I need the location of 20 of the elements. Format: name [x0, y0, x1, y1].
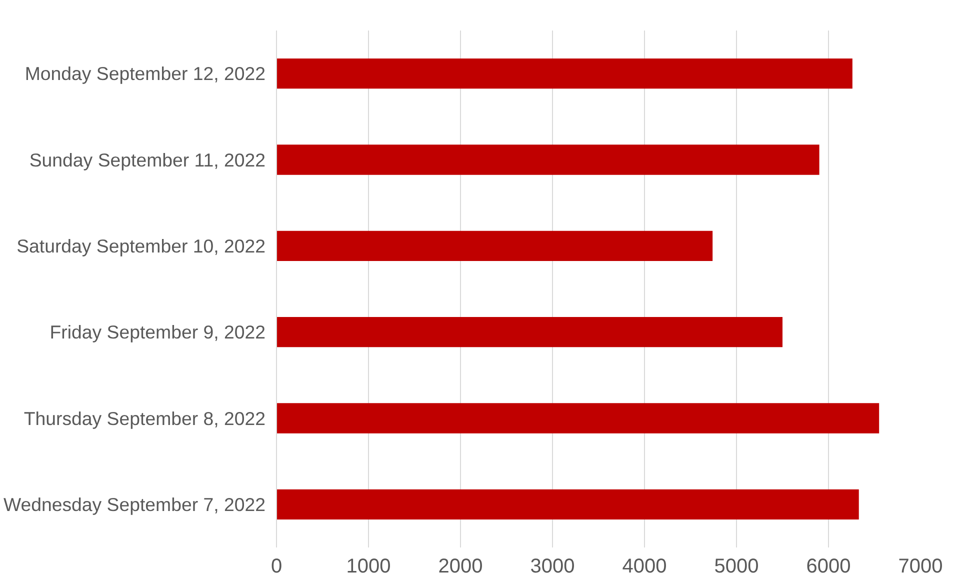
bar [276, 230, 713, 261]
y-tick-label: Monday September 12, 2022 [24, 63, 266, 84]
y-tick-label: Friday September 9, 2022 [50, 322, 266, 343]
x-tick-label: 5000 [714, 556, 759, 578]
bar [276, 317, 782, 348]
y-tick-label: Thursday September 8, 2022 [24, 408, 266, 429]
y-tick-label: Saturday September 10, 2022 [16, 235, 266, 256]
x-tick-label: 0 [270, 556, 282, 578]
bar [276, 403, 880, 434]
x-tick-label: 4000 [622, 556, 667, 578]
y-tick-label: Sunday September 11, 2022 [29, 149, 266, 170]
x-tick-label: 3000 [530, 556, 575, 578]
x-tick-label: 2000 [438, 556, 483, 578]
bar [276, 58, 852, 89]
y-tick-label: Wednesday September 7, 2022 [3, 494, 266, 515]
bar [276, 144, 820, 175]
bar [276, 489, 859, 520]
x-tick-label: 6000 [806, 556, 851, 578]
x-tick-label: 1000 [346, 556, 391, 578]
x-tick-label: 7000 [898, 556, 943, 578]
